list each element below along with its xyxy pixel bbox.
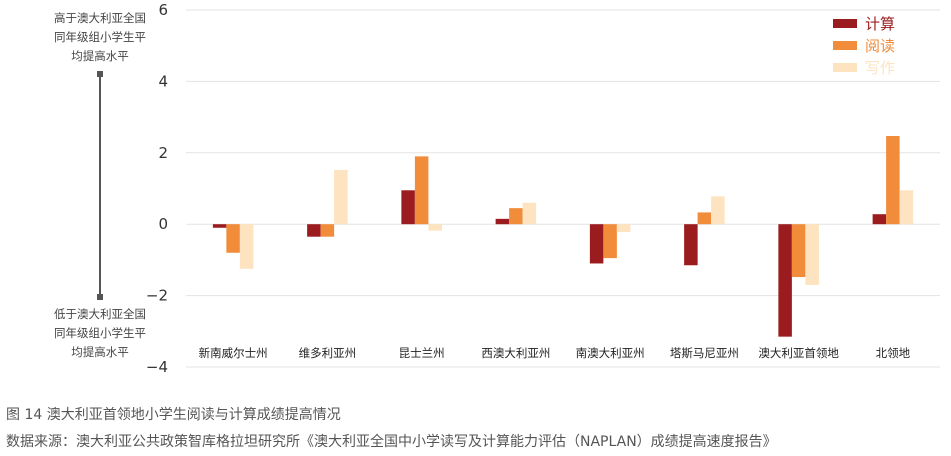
annotation-bottom-line-3: 均提高水平 (71, 345, 129, 359)
legend-swatch (833, 41, 857, 50)
y-tick-label: 6 (158, 1, 168, 19)
bar (334, 169, 348, 225)
category-label: 昆士兰州 (399, 346, 445, 360)
bar (522, 202, 537, 225)
bar (778, 224, 792, 337)
category-labels: 新南威尔士州 维多利亚州 昆士兰州 西澳大利亚州 南澳大利亚州 塔斯马尼亚州 澳大利亚首领地… (199, 346, 911, 360)
annotation-arrow-bottom-cap (97, 294, 103, 300)
bar (603, 224, 617, 259)
bar (589, 224, 604, 264)
bar (239, 224, 254, 269)
annotation-top-line-1: 高于澳大利亚全国 (54, 11, 146, 25)
category-label: 南澳大利亚州 (576, 346, 645, 360)
annotation-top-line-3: 均提高水平 (71, 49, 129, 63)
bar (428, 224, 442, 231)
gridlines (186, 9, 940, 368)
annotation-bottom-line-1: 低于澳大利亚全国 (54, 307, 146, 321)
legend-label: 写作 (865, 59, 895, 77)
bar (684, 224, 698, 266)
bar (805, 224, 819, 285)
bar (401, 190, 415, 225)
bar-chart: −4 −2 0 2 4 6 新南威尔士州 维多利亚州 昆士兰州 西澳大利亚州 南澳大利亚州 塔斯马尼… (54, 1, 940, 376)
figure-source: 数据来源：澳大利亚公共政策智库格拉坦研究所《澳大利亚全国中小学读写及计算能力评估… (6, 434, 777, 450)
category-label: 新南威尔士州 (199, 346, 268, 360)
side-annotation: 高于澳大利亚全国 同年级组小学生平 均提高水平 低于澳大利亚全国 同年级组小学生… (54, 11, 146, 359)
bar (212, 224, 227, 228)
legend-label: 阅读 (865, 37, 895, 55)
bar (495, 218, 510, 225)
bar (872, 214, 887, 225)
bar (307, 224, 321, 237)
bar (509, 208, 523, 225)
category-label: 维多利亚州 (299, 346, 357, 360)
figure-title: 图 14 澳大利亚首领地小学生阅读与计算成绩提高情况 (6, 407, 341, 423)
bar (791, 224, 806, 278)
bar (226, 224, 240, 253)
bar (616, 224, 631, 233)
annotation-arrow-top-cap (97, 71, 103, 77)
legend-swatch (833, 63, 857, 72)
bar (711, 196, 725, 225)
y-tick-label: 2 (158, 144, 168, 162)
y-tick-label: 4 (158, 72, 168, 90)
y-tick-label: 0 (158, 215, 168, 233)
y-tick-label: −2 (146, 287, 168, 305)
legend-swatch (833, 19, 857, 28)
category-label: 塔斯马尼亚州 (670, 346, 739, 360)
bar (697, 212, 712, 225)
annotation-top-line-2: 同年级组小学生平 (54, 30, 146, 44)
legend-label: 计算 (865, 15, 895, 33)
bar (886, 136, 900, 225)
annotation-bottom-line-2: 同年级组小学生平 (54, 326, 146, 340)
category-label: 北领地 (876, 346, 911, 360)
category-label: 澳大利亚首领地 (758, 346, 839, 360)
y-tick-label: −4 (146, 358, 168, 376)
bar (414, 156, 429, 225)
category-label: 西澳大利亚州 (481, 346, 550, 360)
bar (899, 190, 914, 225)
bar (320, 224, 335, 237)
y-axis-ticks: −4 −2 0 2 4 6 (146, 1, 168, 376)
bars (212, 136, 914, 337)
